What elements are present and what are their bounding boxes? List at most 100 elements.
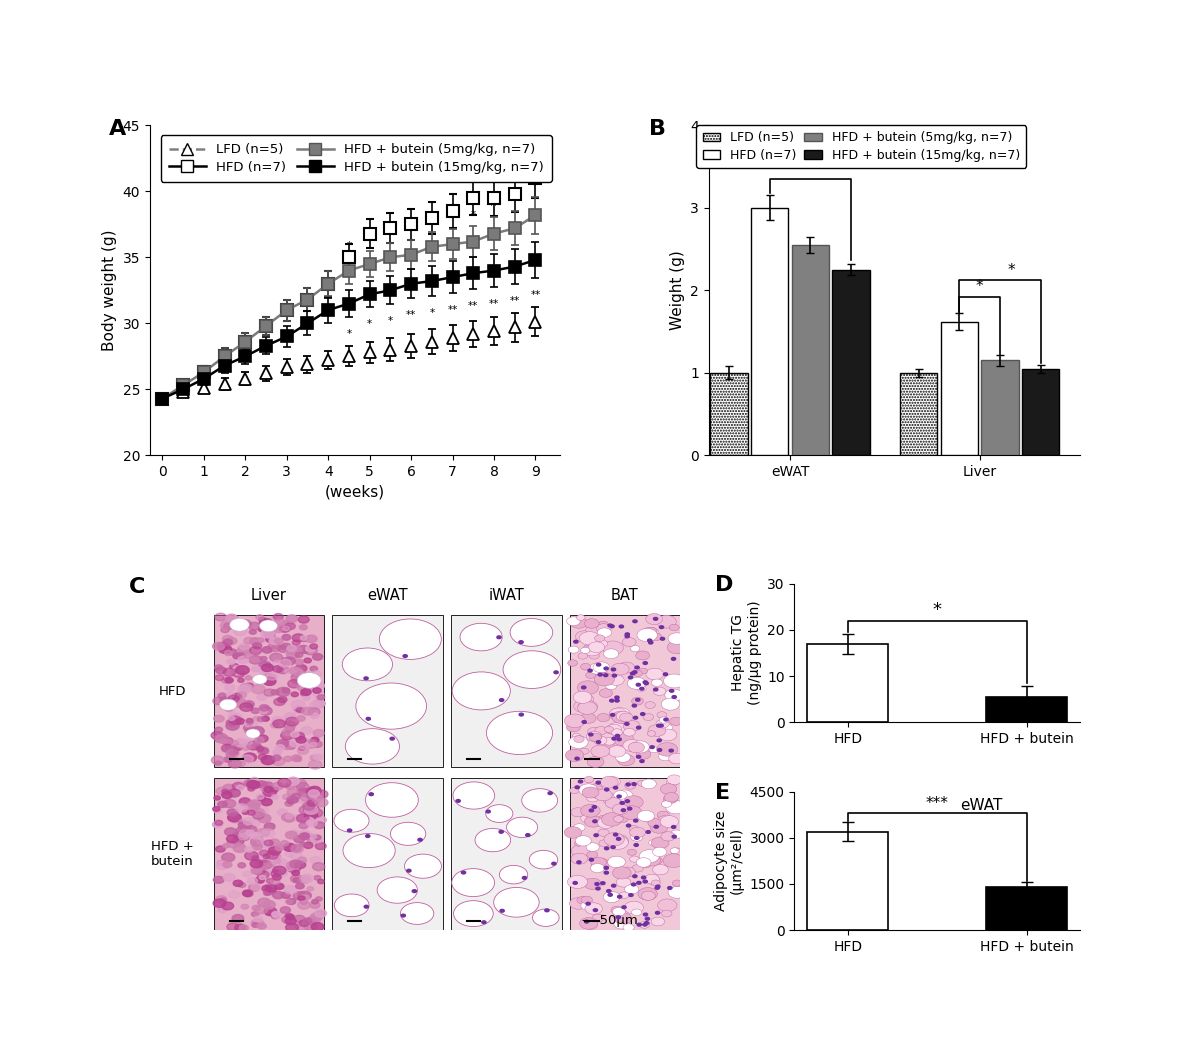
Circle shape: [262, 717, 269, 721]
Text: iWAT: iWAT: [488, 588, 524, 603]
Circle shape: [251, 809, 265, 817]
Circle shape: [316, 910, 324, 916]
Circle shape: [226, 677, 233, 683]
Circle shape: [660, 626, 664, 628]
Circle shape: [257, 870, 269, 879]
Circle shape: [300, 636, 307, 642]
Circle shape: [617, 712, 631, 721]
Circle shape: [620, 867, 635, 877]
Circle shape: [271, 913, 278, 919]
Circle shape: [631, 741, 649, 753]
Circle shape: [589, 784, 602, 792]
Circle shape: [278, 859, 287, 865]
Circle shape: [577, 897, 588, 904]
Circle shape: [610, 707, 630, 721]
Circle shape: [302, 695, 311, 700]
Circle shape: [631, 833, 643, 841]
Circle shape: [271, 857, 283, 865]
Circle shape: [226, 706, 235, 712]
Circle shape: [670, 624, 679, 631]
Circle shape: [290, 875, 302, 883]
Circle shape: [222, 746, 232, 752]
Circle shape: [499, 831, 503, 833]
Circle shape: [262, 798, 272, 806]
X-axis label: (weeks): (weeks): [325, 485, 385, 500]
Circle shape: [242, 810, 248, 814]
Circle shape: [577, 701, 598, 715]
Circle shape: [228, 789, 240, 797]
Circle shape: [298, 646, 310, 653]
Circle shape: [236, 827, 250, 835]
Circle shape: [632, 671, 637, 674]
Circle shape: [215, 820, 223, 826]
Circle shape: [608, 835, 629, 847]
Circle shape: [635, 666, 640, 669]
Bar: [982, 361, 1019, 456]
Circle shape: [266, 879, 274, 883]
Text: *: *: [533, 181, 538, 190]
Circle shape: [574, 691, 592, 703]
Circle shape: [258, 748, 266, 754]
Circle shape: [286, 852, 294, 857]
Circle shape: [238, 831, 247, 837]
Circle shape: [222, 635, 233, 643]
Circle shape: [216, 735, 228, 743]
Circle shape: [661, 832, 676, 841]
Circle shape: [251, 912, 259, 916]
Circle shape: [223, 784, 235, 792]
Circle shape: [260, 656, 266, 660]
Circle shape: [598, 714, 610, 722]
Circle shape: [308, 681, 316, 686]
Circle shape: [626, 825, 631, 827]
Circle shape: [598, 817, 614, 829]
Text: **: **: [530, 291, 540, 300]
Circle shape: [258, 754, 266, 760]
Circle shape: [266, 672, 278, 680]
Circle shape: [299, 895, 310, 902]
Circle shape: [624, 885, 638, 895]
Circle shape: [289, 740, 300, 747]
Circle shape: [284, 800, 293, 806]
Circle shape: [264, 823, 275, 830]
Circle shape: [529, 851, 558, 869]
Circle shape: [234, 699, 247, 707]
Circle shape: [307, 799, 317, 806]
Bar: [570, 614, 680, 767]
Text: eWAT: eWAT: [960, 797, 1002, 813]
Circle shape: [641, 779, 656, 789]
Circle shape: [289, 667, 301, 675]
Circle shape: [604, 667, 608, 670]
Circle shape: [272, 783, 283, 790]
Circle shape: [310, 740, 317, 745]
Circle shape: [620, 802, 624, 805]
Circle shape: [301, 875, 313, 882]
Circle shape: [217, 860, 224, 865]
Circle shape: [248, 884, 259, 891]
Circle shape: [628, 850, 636, 855]
Circle shape: [596, 624, 611, 633]
Circle shape: [235, 653, 246, 659]
Circle shape: [619, 625, 624, 628]
Circle shape: [295, 857, 307, 865]
Circle shape: [653, 847, 667, 857]
Bar: [710, 373, 748, 456]
Circle shape: [263, 673, 276, 682]
Circle shape: [283, 742, 293, 748]
Circle shape: [240, 754, 253, 764]
Circle shape: [252, 843, 263, 850]
Circle shape: [214, 877, 224, 883]
Circle shape: [294, 836, 305, 842]
Bar: [941, 322, 978, 456]
Circle shape: [570, 618, 587, 628]
Text: **: **: [448, 213, 457, 223]
Circle shape: [598, 628, 612, 637]
Circle shape: [257, 806, 269, 814]
Circle shape: [292, 793, 300, 799]
Circle shape: [390, 738, 395, 740]
Circle shape: [584, 921, 589, 923]
Circle shape: [631, 697, 643, 705]
Circle shape: [605, 872, 608, 874]
Circle shape: [263, 660, 270, 666]
Circle shape: [229, 664, 239, 670]
Circle shape: [641, 713, 644, 716]
